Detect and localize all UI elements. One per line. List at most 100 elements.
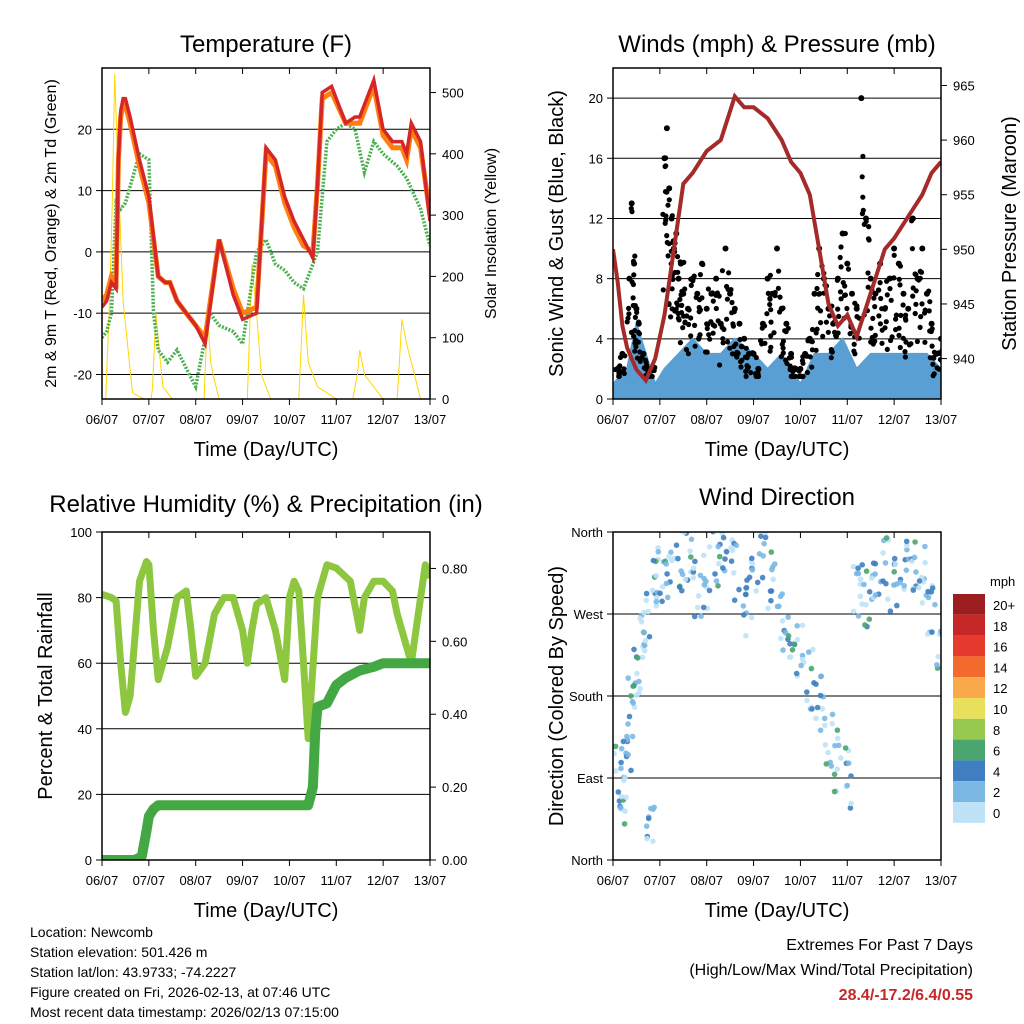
gust-point [909, 246, 916, 252]
extremes-subtitle: (High/Low/Max Wind/Total Precipitation) [689, 962, 973, 979]
wind-direction-point [633, 692, 640, 698]
y2-axis-label: Solar Insolation (Yellow) [483, 148, 500, 319]
wind-direction-point [645, 608, 651, 615]
wind-direction-point [643, 597, 649, 604]
wind-direction-point [857, 593, 864, 600]
gust-point [622, 353, 628, 359]
gust-point [772, 293, 778, 299]
chart-title: Relative Humidity (%) & Precipitation (i… [49, 491, 482, 518]
gust-point [912, 310, 918, 317]
gust-point [720, 336, 726, 342]
gust-point [804, 369, 811, 376]
y-tick-label: 0 [596, 392, 603, 407]
wind-direction-point [645, 815, 652, 822]
gust-point [878, 295, 884, 302]
gust-point [883, 319, 889, 325]
gust-point [682, 320, 688, 326]
gust-point [783, 357, 789, 363]
wind-direction-point [855, 565, 861, 571]
wind-direction-point [676, 584, 683, 590]
wind-direction-point [743, 632, 749, 639]
colorbar-tick-label: 20+ [993, 598, 1015, 613]
wind-direction-point [628, 767, 634, 774]
wind-direction-point [691, 613, 698, 620]
wind-direction-point [834, 735, 841, 742]
wind-direction-point [675, 555, 681, 562]
recent-timestamp: Most recent data timestamp: 2026/02/13 0… [30, 1004, 339, 1020]
gust-point [859, 174, 865, 180]
wind-direction-point [793, 670, 800, 677]
gust-point [662, 220, 668, 226]
gust-point [800, 354, 806, 360]
wind-direction-point [861, 581, 867, 588]
gust-point [844, 260, 851, 267]
wind-direction-point [919, 600, 926, 606]
gust-point [780, 345, 786, 351]
wind-direction-point [629, 698, 636, 705]
gust-point [838, 264, 844, 270]
wind-direction-point [897, 579, 903, 586]
gust-point [884, 292, 890, 298]
wind-direction-point [903, 567, 910, 573]
x-tick-label: 06/07 [597, 412, 630, 427]
gust-point [902, 354, 909, 360]
gust-point [677, 259, 683, 265]
gust-point [675, 275, 682, 282]
wind-direction-point [903, 538, 910, 545]
gust-point [734, 349, 740, 355]
gust-point [872, 304, 878, 310]
gust-point [897, 344, 903, 351]
gust-point [679, 302, 685, 308]
x-axis-label: Time (Day/UTC) [705, 439, 850, 461]
gust-point [871, 295, 877, 301]
wind-direction-point [859, 562, 865, 568]
wind-direction-point [625, 751, 631, 758]
wind-direction-point [688, 536, 695, 543]
x-tick-label: 09/07 [737, 873, 770, 888]
gust-point [665, 202, 671, 208]
wind-direction-point [825, 749, 831, 756]
wind-direction-point [785, 614, 791, 620]
wind-direction-point [799, 656, 806, 663]
station-location: Location: Newcomb [30, 924, 153, 940]
gust-point [639, 354, 645, 360]
gust-point [688, 282, 694, 288]
wind-direction-point [813, 681, 819, 687]
wind-direction-point [804, 689, 810, 695]
gust-point [931, 355, 937, 361]
wind-direction-point [842, 745, 849, 751]
wind-direction-point [925, 631, 931, 637]
wind-direction-point [620, 738, 627, 745]
y-tick-label: East [577, 771, 603, 786]
colorbar-swatch [953, 656, 985, 678]
gust-point [712, 323, 718, 329]
wind-direction-point [742, 591, 749, 598]
gust-point [814, 326, 820, 332]
gust-point [834, 277, 841, 283]
gust-point [705, 286, 712, 292]
gust-point [905, 305, 912, 312]
y2-tick-label: 400 [442, 147, 464, 162]
y-tick-label: 0 [85, 853, 92, 868]
wind-direction-point [780, 647, 786, 653]
gust-point [673, 306, 679, 312]
gust-point [903, 312, 909, 318]
gust-point [626, 305, 632, 311]
wind-direction-point [885, 596, 891, 602]
wind-direction-point [653, 603, 660, 609]
wind-direction-point [728, 558, 735, 564]
gust-point [877, 321, 884, 327]
gust-point [734, 354, 740, 360]
gust-point [876, 287, 882, 293]
gust-point [776, 268, 782, 274]
y-tick-label: 40 [78, 722, 92, 737]
wind-direction-point [872, 592, 879, 598]
wind-direction-point [787, 641, 793, 647]
wind-direction-point [828, 763, 835, 769]
wind-direction-point [785, 633, 792, 639]
gust-point [642, 357, 649, 363]
gust-point [877, 280, 883, 286]
x-tick-label: 12/07 [878, 412, 911, 427]
wind-direction-point [643, 823, 650, 829]
wind-direction-point [850, 608, 857, 614]
